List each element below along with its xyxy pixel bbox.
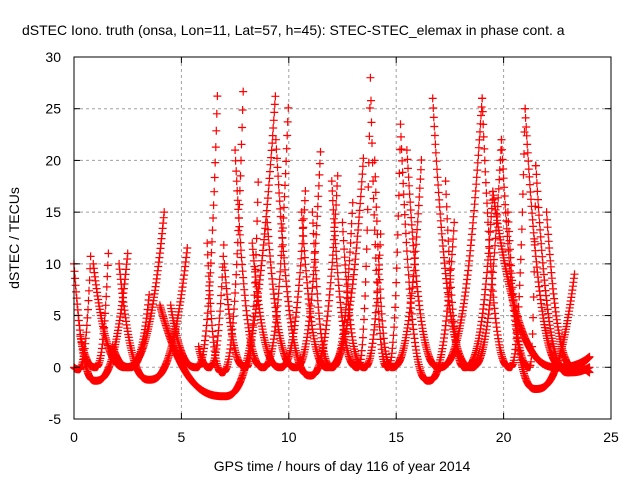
satellite-pass-points [76, 249, 113, 372]
x-tick-label: 25 [603, 429, 619, 445]
satellite-pass-points [428, 94, 506, 372]
y-tick-label: 5 [53, 308, 61, 324]
x-tick-label: 5 [178, 429, 186, 445]
y-tick-label: 10 [45, 256, 61, 272]
y-tick-label: 0 [53, 359, 61, 375]
satellite-pass-points [203, 87, 248, 377]
x-axis-label: GPS time / hours of day 116 of year 2014 [214, 458, 471, 474]
chart-title: dSTEC Iono. truth (onsa, Lon=11, Lat=57,… [22, 22, 565, 38]
satellite-pass-points [327, 104, 374, 372]
axis-ticks: 0 5 10 15 20 25 -5 0 5 10 15 20 25 30 [45, 49, 619, 445]
y-tick-label: 20 [45, 152, 61, 168]
satellite-pass-points [155, 92, 280, 401]
satellite-pass-points [370, 156, 426, 372]
data-series [70, 73, 594, 401]
satellite-pass-points [366, 73, 404, 372]
y-axis-label: dSTEC / TECUs [6, 187, 22, 289]
x-tick-label: 15 [388, 429, 404, 445]
satellite-pass-points [402, 94, 487, 372]
satellite-pass-points [521, 104, 594, 372]
plot-border [73, 56, 612, 420]
satellite-pass-points [271, 135, 342, 380]
x-tick-label: 10 [281, 429, 297, 445]
y-tick-label: 30 [45, 49, 61, 65]
y-tick-label: 15 [45, 204, 61, 220]
satellite-pass-points [89, 208, 169, 372]
satellite-pass-points [441, 177, 497, 372]
x-tick-label: 0 [70, 429, 78, 445]
y-tick-label: -5 [49, 411, 62, 427]
satellite-pass-points [166, 92, 222, 372]
x-tick-label: 20 [496, 429, 512, 445]
y-tick-label: 25 [45, 101, 61, 117]
satellite-pass-points [488, 187, 594, 372]
